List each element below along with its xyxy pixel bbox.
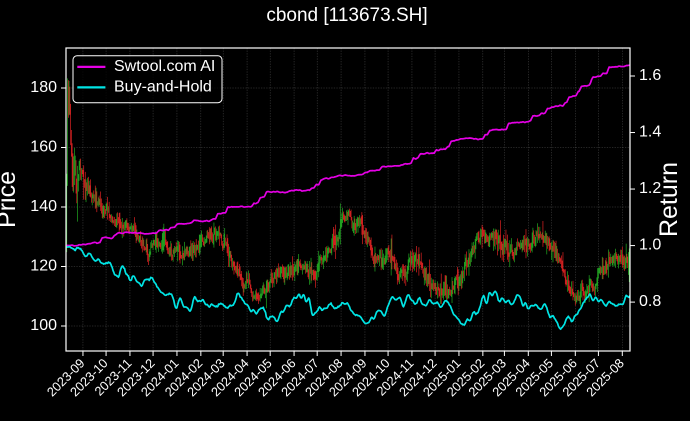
svg-text:180: 180 [30,79,57,96]
svg-text:Buy-and-Hold: Buy-and-Hold [114,78,212,95]
svg-text:140: 140 [30,198,57,215]
svg-text:1.4: 1.4 [639,124,661,141]
svg-text:160: 160 [30,139,57,156]
svg-text:100: 100 [30,317,57,334]
svg-text:120: 120 [30,258,57,275]
svg-text:1.0: 1.0 [639,237,661,254]
svg-text:Price: Price [0,171,21,228]
svg-text:Swtool.com AI: Swtool.com AI [114,58,215,75]
svg-text:cbond [113673.SH]: cbond [113673.SH] [266,5,427,26]
svg-text:Return: Return [655,162,683,237]
svg-text:1.6: 1.6 [639,67,661,84]
svg-text:0.8: 0.8 [639,293,661,310]
